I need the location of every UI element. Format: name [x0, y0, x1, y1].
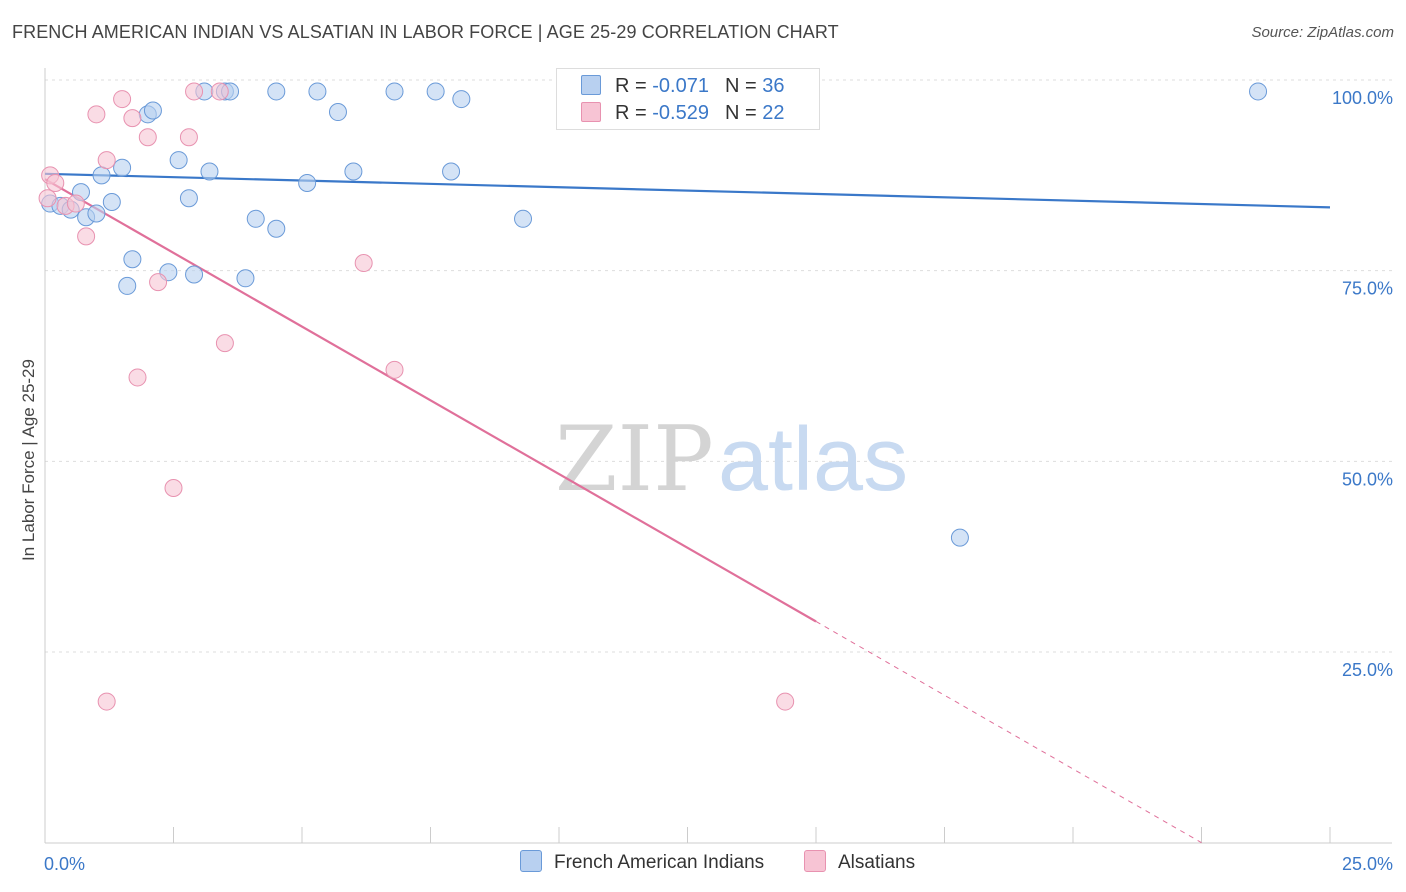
legend-r-label: R =: [615, 75, 647, 97]
point-french-american-indians: [92, 166, 111, 185]
legend-n-value: 22: [762, 102, 785, 124]
trend-line-extension-alsatians: [815, 621, 1202, 844]
point-french-american-indians: [267, 219, 286, 238]
point-french-american-indians: [143, 101, 162, 120]
trend-lines: [44, 172, 1331, 844]
point-french-american-indians: [452, 90, 471, 109]
point-french-american-indians: [185, 265, 204, 284]
legend-label: French American Indians: [554, 852, 765, 873]
point-french-american-indians: [950, 528, 969, 547]
source-credit: Source: ZipAtlas.com: [1251, 24, 1394, 41]
y-tick-labels: 25.0% 50.0% 75.0% 100.0%: [1332, 88, 1393, 680]
axes: [44, 68, 1392, 844]
point-alsatians: [185, 82, 204, 101]
legend-item-french-american-indians: French American Indians: [520, 850, 764, 874]
point-alsatians: [138, 128, 157, 147]
point-alsatians: [354, 254, 373, 273]
point-alsatians: [46, 173, 65, 192]
point-alsatians: [164, 479, 183, 498]
legend-n-label: N =: [724, 102, 757, 124]
watermark-atlas: atlas: [718, 410, 908, 510]
point-french-american-indians: [169, 151, 188, 170]
legend-swatch-pink: [804, 850, 826, 872]
point-french-american-indians: [442, 162, 461, 181]
point-alsatians: [77, 227, 96, 246]
point-alsatians: [87, 105, 106, 124]
legend-swatch-blue: [520, 850, 542, 872]
point-alsatians: [210, 82, 229, 101]
point-alsatians: [123, 109, 142, 128]
stats-legend: R = -0.071 N = 36 R = -0.529 N = 22: [556, 68, 820, 130]
point-french-american-indians: [385, 82, 404, 101]
y-axis-label: In Labor Force | Age 25-29: [19, 359, 38, 561]
point-alsatians: [385, 360, 404, 379]
legend-row-french-american-indians: R = -0.071 N = 36: [581, 75, 784, 101]
point-french-american-indians: [200, 162, 219, 181]
watermark-zip: ZIP: [555, 407, 714, 512]
point-alsatians: [97, 692, 116, 711]
point-french-american-indians: [179, 189, 198, 208]
point-french-american-indians: [298, 173, 317, 192]
y-tick-label: 100.0%: [1332, 88, 1393, 108]
point-alsatians: [776, 692, 795, 711]
point-french-american-indians: [426, 82, 445, 101]
y-tick-label: 75.0%: [1342, 279, 1393, 299]
legend-r-value: -0.071: [652, 75, 709, 97]
point-french-american-indians: [328, 103, 347, 122]
point-french-american-indians: [87, 204, 106, 223]
data-points: [38, 82, 1268, 711]
x-tick-label: 0.0%: [44, 854, 85, 874]
point-french-american-indians: [123, 250, 142, 269]
point-alsatians: [215, 334, 234, 353]
chart-title: FRENCH AMERICAN INDIAN VS ALSATIAN IN LA…: [12, 22, 839, 42]
point-french-american-indians: [236, 269, 255, 288]
y-tick-label: 50.0%: [1342, 469, 1393, 489]
point-alsatians: [179, 128, 198, 147]
legend-r-label: R =: [615, 102, 647, 124]
point-french-american-indians: [113, 158, 132, 177]
trend-line-french-american-indians: [44, 172, 1331, 209]
y-tick-label: 25.0%: [1342, 660, 1393, 680]
watermark: ZIP atlas: [555, 407, 908, 512]
point-french-american-indians: [102, 193, 121, 212]
point-alsatians: [66, 194, 85, 213]
legend-row-alsatians: R = -0.529 N = 22: [581, 102, 784, 128]
x-tick-label: 25.0%: [1342, 854, 1393, 874]
point-french-american-indians: [246, 209, 265, 228]
legend-swatch-pink: [581, 102, 601, 122]
point-alsatians: [149, 273, 168, 292]
point-french-american-indians: [118, 276, 137, 295]
legend-r-value: -0.529: [652, 102, 709, 124]
legend-label: Alsatians: [838, 852, 916, 873]
point-alsatians: [113, 90, 132, 109]
point-french-american-indians: [308, 82, 327, 101]
point-alsatians: [128, 368, 147, 387]
point-french-american-indians: [344, 162, 363, 181]
legend-n-value: 36: [762, 75, 785, 97]
point-french-american-indians: [1249, 82, 1268, 101]
point-alsatians: [38, 189, 57, 208]
gridlines: [45, 79, 1392, 653]
point-french-american-indians: [267, 82, 286, 101]
trend-line-alsatians: [44, 178, 817, 623]
x-tick-labels: 0.0% 25.0%: [44, 854, 1393, 874]
legend-swatch-blue: [581, 75, 601, 95]
point-alsatians: [97, 151, 116, 170]
point-french-american-indians: [514, 209, 533, 228]
legend-item-alsatians: Alsatians: [804, 850, 915, 874]
legend-n-label: N =: [724, 75, 757, 97]
